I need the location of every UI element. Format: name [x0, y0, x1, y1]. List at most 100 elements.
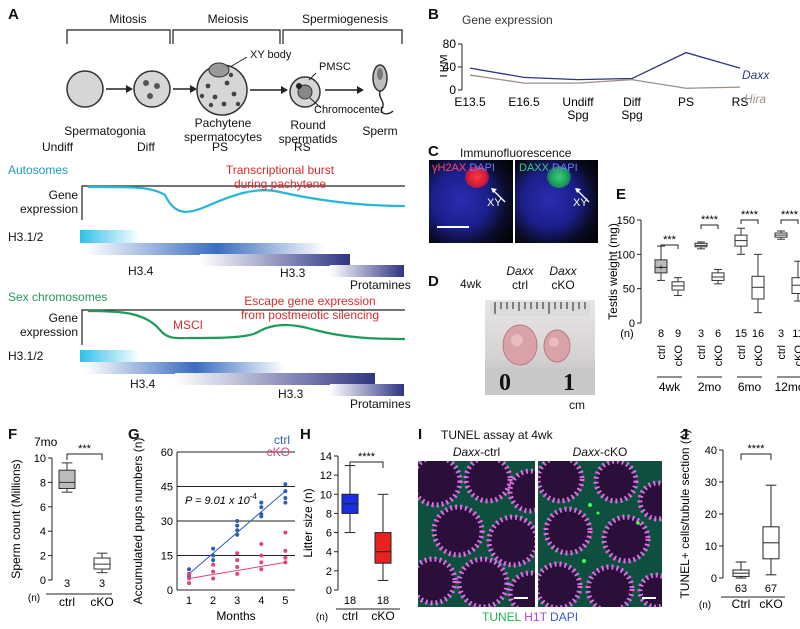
- y-axis-title: Litter size (n): [301, 488, 315, 557]
- msci-label: MSCI: [173, 318, 203, 332]
- escape-gene-note: Escape gene expression from postmeiotic s…: [240, 294, 380, 322]
- panel-b-title: Gene expression: [462, 13, 553, 27]
- autosome-expression-curve: [87, 185, 406, 213]
- y-axis-title: Sperm count (Millions): [9, 459, 23, 578]
- h3-4-bar-sex: [85, 362, 285, 374]
- significance-stars: ***: [78, 443, 92, 455]
- x-tick-label: 1: [186, 595, 192, 607]
- n-value: 3: [778, 328, 784, 340]
- data-point-cko: [283, 555, 288, 560]
- x-category-label: cKO: [759, 597, 782, 611]
- autosomes-label: Autosomes: [8, 163, 69, 177]
- spermatogonia-diff-cell: [133, 70, 171, 108]
- chromocenter-label: Chromocenter: [314, 104, 384, 116]
- panel-h-chart: 0 2 4 6 8 10 12 14 Litter size (n) 18 ctrl 18 cKO (n)…: [301, 451, 400, 623]
- x-tick-label: PS: [678, 95, 694, 109]
- h3-3-bar-autosome: [200, 254, 350, 266]
- panel-label-i: I: [418, 426, 423, 443]
- protamines-bar-sex: [330, 384, 404, 396]
- legend-hira: Hira: [744, 92, 767, 106]
- daxx-ctrl-label: Daxx ctrl: [506, 264, 534, 292]
- protamines-bar-autosome: [330, 265, 404, 277]
- spermatogonia-undiff-cell: [66, 70, 104, 108]
- y-tick-label: 8: [40, 477, 46, 489]
- x-tick-label: Diff: [623, 95, 641, 109]
- stage-ps: PS: [212, 140, 229, 154]
- y-tick-label: 40: [705, 445, 717, 457]
- xy-arrows: [491, 188, 590, 203]
- daxx-cko-label: Daxx cKO: [549, 264, 577, 292]
- y-axis-title: TUNEL+ cells/tubule section (n): [678, 430, 692, 599]
- significance-bracket: [740, 453, 772, 460]
- testis-photo: 0 1: [485, 300, 595, 395]
- y-tick-label: 40: [443, 60, 457, 74]
- x-category-label: ctrl: [696, 345, 708, 360]
- n-value: 16: [752, 328, 764, 340]
- data-point-cko: [187, 571, 192, 576]
- data-point-ctrl: [259, 514, 264, 519]
- panel-label-e: E: [616, 186, 627, 203]
- p-value-annotation: P = 9.01 x 10-4: [185, 492, 257, 507]
- y-tick-label: 0: [326, 585, 332, 597]
- data-point-cko: [211, 562, 216, 567]
- significance-bracket: [740, 219, 759, 224]
- xy-label-right: XY: [573, 197, 588, 209]
- phase-mitosis: Mitosis: [109, 12, 147, 26]
- panel-label-h: H: [300, 426, 311, 443]
- x-axis-title: Months: [216, 609, 255, 623]
- y-axis-title: Accumulated pups numbers (n): [131, 438, 145, 605]
- significance-bracket: [660, 244, 679, 249]
- x-category-label: ctrl: [656, 345, 668, 360]
- group-label: 12mo: [774, 380, 800, 394]
- immunofluorescence-daxx-image: [515, 160, 598, 243]
- legend-daxx: Daxx: [742, 68, 770, 82]
- y-tick-label: 60: [161, 447, 173, 459]
- panel-label-a: A: [8, 6, 19, 23]
- data-point-cko: [235, 571, 240, 576]
- y-tick-label: 30: [705, 477, 717, 489]
- x-tick-label: 2: [210, 595, 216, 607]
- x-tick-label: E16.5: [508, 95, 540, 109]
- y-tick-label: 45: [161, 482, 173, 494]
- y-tick-label: 0: [40, 575, 46, 587]
- fit-line-ctrl: [188, 490, 286, 575]
- gh2ax-dapi-label: γH2AX DAPI: [432, 162, 495, 174]
- legend-cko: cKO: [267, 445, 290, 459]
- x-tick-label: 4: [258, 595, 264, 607]
- h3-3-bar-sex: [175, 373, 375, 385]
- stage-undiff: Undiff: [42, 140, 74, 154]
- data-point-ctrl: [187, 567, 192, 572]
- tunel-ctrl-image: [418, 461, 535, 607]
- panel-i-title: TUNEL assay at 4wk: [441, 428, 553, 442]
- y-tick-label: 8: [326, 508, 332, 520]
- panel-f-chart: 7mo 0 2 4 6 8 10 Sperm count (Millions) 3 ctrl 3 cK…: [9, 435, 114, 609]
- significance-stars: ****: [781, 209, 799, 221]
- n-label: (n): [620, 328, 633, 340]
- data-point-ctrl: [235, 523, 240, 528]
- y-axis-title: Testis weight (mg): [606, 223, 620, 320]
- n-value: 67: [765, 583, 777, 595]
- h3-3-label-1: H3.3: [280, 266, 306, 280]
- data-point-ctrl: [283, 482, 288, 487]
- n-value: 11: [792, 328, 800, 340]
- f-title: 7mo: [34, 435, 58, 449]
- panel-a-diagram: [66, 29, 406, 396]
- data-point-cko: [283, 530, 288, 535]
- x-category-label: ctrl: [59, 595, 75, 609]
- data-point-cko: [235, 551, 240, 556]
- group-label: 2mo: [698, 380, 722, 394]
- protamines-label-1: Protamines: [350, 278, 411, 292]
- h3-1-2-label-1: H3.1/2: [8, 230, 44, 244]
- x-category-label: cKO: [371, 609, 394, 623]
- x-tick-label: E13.5: [454, 95, 486, 109]
- panel-label-c: C: [428, 143, 439, 160]
- significance-bracket: [700, 224, 719, 229]
- y-tick-label: 50: [623, 284, 635, 296]
- sex-chromosomes-label: Sex chromosomes: [8, 290, 108, 304]
- cell-label-round-spermatids: Round spermatids: [278, 118, 338, 146]
- box-cKO-box: [374, 532, 392, 564]
- x-category-label: cKO: [753, 345, 765, 367]
- data-point-cko: [187, 581, 192, 586]
- h3-1-2-label-2: H3.1/2: [8, 349, 44, 363]
- y-tick-label: 2: [40, 551, 46, 563]
